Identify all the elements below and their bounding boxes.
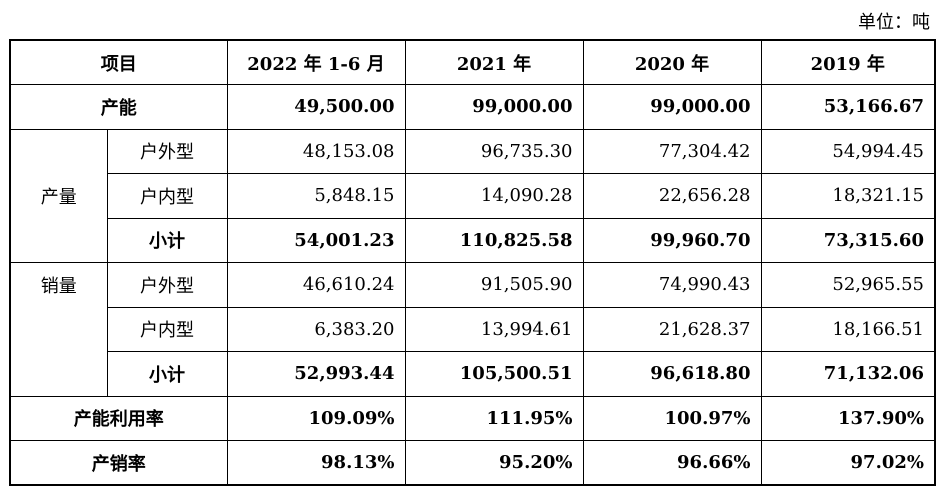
header-row: 项目 2022 年 1-6 月 2021 年 2020 年 2019 年 — [9, 39, 936, 85]
row-label: 户内型 — [106, 306, 228, 352]
row-label: 产能 — [9, 84, 228, 130]
cell-value: 73,315.60 — [760, 217, 936, 263]
row-label: 产能利用率 — [9, 395, 228, 441]
cell-value: 99,000.00 — [582, 84, 762, 130]
table-row: 产能利用率 109.09% 111.95% 100.97% 137.90% — [9, 395, 936, 441]
cell-value: 96,618.80 — [582, 351, 762, 397]
row-label: 小计 — [106, 217, 228, 263]
cell-value: 95.20% — [404, 440, 584, 486]
cell-value: 91,505.90 — [404, 262, 584, 308]
table-row: 销量 户外型 46,610.24 91,505.90 74,990.43 52,… — [9, 262, 936, 308]
cell-value: 98.13% — [226, 440, 406, 486]
cell-value: 100.97% — [582, 395, 762, 441]
row-label: 小计 — [106, 351, 228, 397]
table-row: 产能 49,500.00 99,000.00 99,000.00 53,166.… — [9, 84, 936, 130]
cell-value: 111.95% — [404, 395, 584, 441]
header-col2: 2021 年 — [404, 39, 584, 85]
cell-value: 77,304.42 — [582, 128, 762, 174]
cell-value: 54,001.23 — [226, 217, 406, 263]
table-row: 产销率 98.13% 95.20% 96.66% 97.02% — [9, 440, 936, 486]
table-row: 户内型 6,383.20 13,994.61 21,628.37 18,166.… — [9, 306, 936, 397]
cell-value: 96.66% — [582, 440, 762, 486]
cell-value: 6,383.20 — [226, 306, 406, 352]
cell-value: 74,990.43 — [582, 262, 762, 308]
cell-value: 18,321.15 — [760, 173, 936, 219]
cell-value: 105,500.51 — [404, 351, 584, 397]
header-item: 项目 — [9, 39, 228, 85]
table-row: 产量 户外型 48,153.08 96,735.30 77,304.42 54,… — [9, 128, 936, 263]
cell-value: 5,848.15 — [226, 173, 406, 219]
cell-value: 53,166.67 — [760, 84, 936, 130]
cell-value: 52,965.55 — [760, 262, 936, 308]
row-label: 户内型 — [106, 173, 228, 219]
row-label: 户外型 — [106, 262, 228, 308]
cell-value: 52,993.44 — [226, 351, 406, 397]
group-label: 销量 — [9, 262, 108, 307]
cell-value: 18,166.51 — [760, 306, 936, 352]
cell-value: 14,090.28 — [404, 173, 584, 219]
cell-value: 13,994.61 — [404, 306, 584, 352]
capacity-production-sales-table: 项目 2022 年 1-6 月 2021 年 2020 年 2019 年 产能 … — [9, 39, 936, 486]
cell-value: 110,825.58 — [404, 217, 584, 263]
group-label: 产量 — [9, 128, 108, 263]
cell-value: 99,960.70 — [582, 217, 762, 263]
cell-value: 54,994.45 — [760, 128, 936, 174]
cell-value: 46,610.24 — [226, 262, 406, 308]
cell-value: 71,132.06 — [760, 351, 936, 397]
unit-label: 单位：吨 — [858, 12, 930, 33]
cell-value: 99,000.00 — [404, 84, 584, 130]
header-col1: 2022 年 1-6 月 — [226, 39, 406, 85]
cell-value: 137.90% — [760, 395, 936, 441]
cell-value: 109.09% — [226, 395, 406, 441]
cell-value: 97.02% — [760, 440, 936, 486]
cell-value: 22,656.28 — [582, 173, 762, 219]
cell-value: 21,628.37 — [582, 306, 762, 352]
header-col3: 2020 年 — [582, 39, 762, 85]
cell-value: 96,735.30 — [404, 128, 584, 174]
row-label: 产销率 — [9, 440, 228, 486]
table-row: 户内型 5,848.15 14,090.28 22,656.28 18,321.… — [10, 173, 936, 219]
group-label-continued — [9, 307, 108, 397]
cell-value: 48,153.08 — [226, 128, 406, 174]
row-label: 户外型 — [106, 128, 228, 174]
table-row: 小计 54,001.23 110,825.58 99,960.70 73,315… — [10, 217, 936, 263]
cell-value: 49,500.00 — [226, 84, 406, 130]
table-row: 小计 52,993.44 105,500.51 96,618.80 71,132… — [10, 351, 936, 397]
header-col4: 2019 年 — [760, 39, 936, 85]
